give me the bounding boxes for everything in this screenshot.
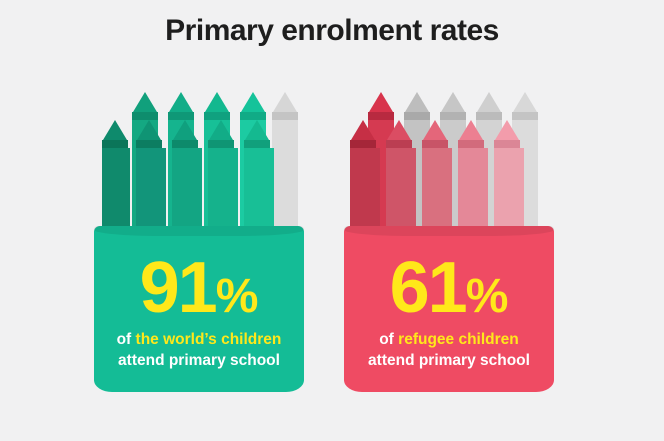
stat-sleeve: 91% of the world’s children attend prima… (94, 226, 304, 392)
stat-sleeve: 61% of refugee children attend primary s… (344, 226, 554, 392)
page-title: Primary enrolment rates (165, 14, 499, 47)
percentage-value: 91% (139, 248, 259, 328)
red-crayons-icon (350, 92, 538, 246)
caption-line-1: of refugee children (379, 331, 519, 348)
refugee-children-crayon-cup: 61% of refugee children attend primary s… (344, 86, 554, 396)
green-crayons-icon (102, 92, 298, 246)
caption-line-2: attend primary school (118, 352, 280, 369)
world-children-crayon-cup: 91% of the world’s children attend prima… (94, 86, 304, 396)
caption-line-2: attend primary school (368, 352, 530, 369)
percentage-value: 61% (389, 248, 509, 328)
caption-line-1: of the world’s children (116, 331, 282, 348)
